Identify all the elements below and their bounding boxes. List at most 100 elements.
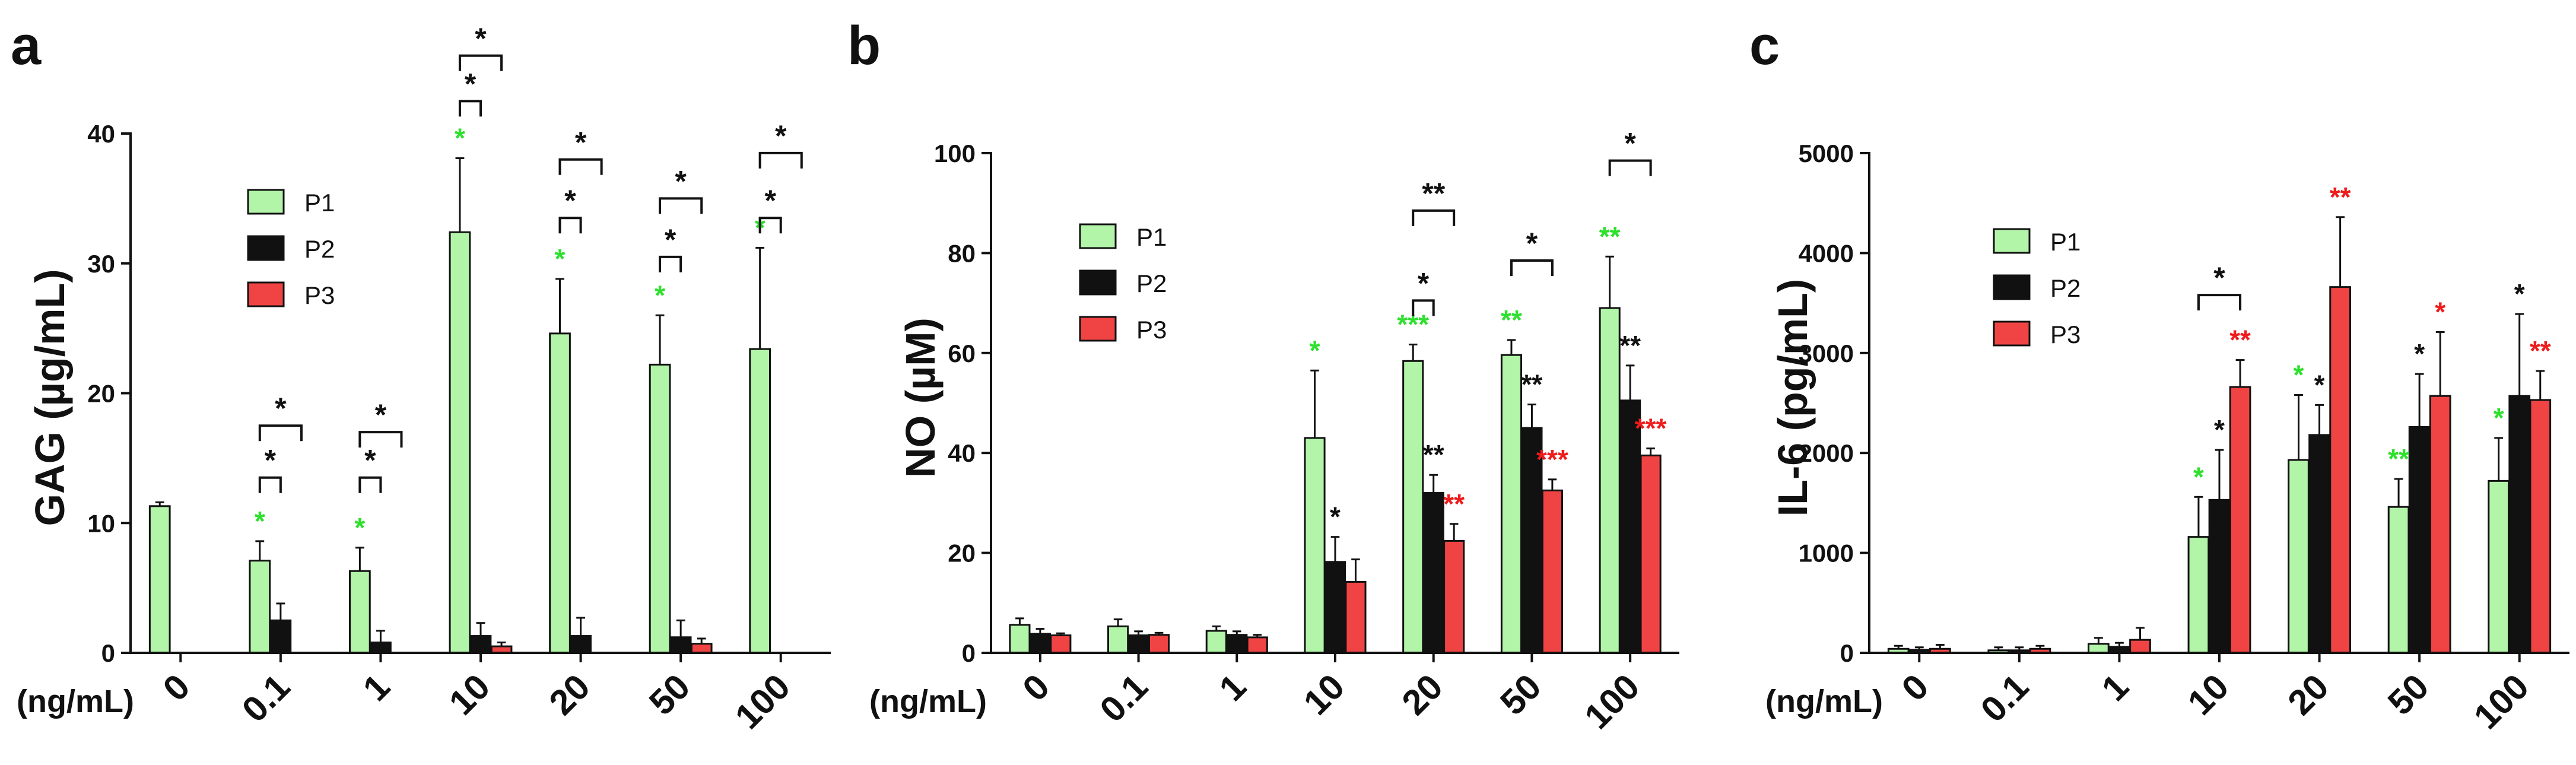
significance-mark: *	[2414, 338, 2425, 369]
bar-p2	[1521, 427, 1543, 654]
legend-label: P3	[1136, 316, 1167, 344]
x-tick-label: 50	[2380, 666, 2437, 723]
bar-p2	[1127, 634, 1149, 654]
bar-p1	[2488, 480, 2510, 654]
bracket-mark: *	[665, 223, 676, 256]
significance-mark: *	[2314, 369, 2325, 400]
comparison-bracket	[558, 158, 603, 175]
bracket-mark: *	[564, 184, 576, 217]
x-tick-label: 0	[155, 666, 198, 709]
bar-p1	[148, 505, 171, 654]
chart-panel-b: b NO (µM) 0 20 40 60 80 100 0 0.1 1 10 20 50 100 (ng/mL…	[847, 15, 1679, 737]
comparison-bracket	[1412, 209, 1456, 226]
y-tick-label: 20	[948, 539, 976, 567]
panel-label: a	[11, 15, 42, 76]
legend-swatch-p1	[247, 189, 285, 215]
bar-p2	[370, 642, 392, 654]
bar-p1	[1599, 307, 1621, 654]
x-tick-label: 1	[1212, 666, 1254, 709]
bar-p3	[2129, 639, 2151, 654]
bar-p2	[1029, 633, 1051, 654]
x-tick-label: 0	[1015, 666, 1057, 709]
legend-swatch-p3	[247, 281, 285, 307]
comparison-bracket	[358, 431, 403, 448]
significance-mark: *	[655, 280, 665, 310]
bracket-mark: *	[275, 392, 287, 425]
y-axis-label: GAG (µg/mL)	[27, 269, 73, 526]
legend-label: P1	[2050, 228, 2081, 256]
y-tick-label: 0	[101, 639, 115, 667]
bracket-mark: *	[265, 444, 277, 477]
bar-p1	[2387, 506, 2410, 654]
y-tick-label: 0	[1840, 639, 1854, 667]
chart-panel-a: a GAG (µg/mL) 0 10 20 30 40 0 0.1 1 10 20 50 100 (ng/m…	[11, 15, 831, 737]
y-tick-label: 30	[87, 250, 115, 278]
y-tick-label: 0	[962, 639, 976, 667]
bracket-mark: *	[764, 184, 776, 217]
legend-swatch-p1	[1993, 228, 2031, 254]
significance-mark: *	[2214, 414, 2225, 445]
bar-p1	[549, 332, 571, 654]
bracket-mark: *	[1418, 266, 1430, 300]
comparison-bracket	[458, 100, 482, 117]
bar-p2	[570, 635, 592, 654]
x-tick-label: 20	[2280, 666, 2336, 723]
comparison-bracket	[659, 255, 682, 272]
significance-mark: *	[2514, 278, 2525, 309]
bar-p2	[2308, 434, 2330, 654]
bar-p3	[1246, 636, 1268, 654]
bar-p3	[1148, 634, 1170, 654]
y-tick-label: 40	[87, 120, 115, 148]
bar-p2	[269, 619, 292, 654]
comparison-bracket	[659, 197, 703, 214]
comparison-bracket	[1510, 259, 1554, 277]
legend-swatch-p3	[1079, 316, 1117, 342]
y-tick-label: 60	[948, 339, 976, 367]
comparison-bracket	[758, 217, 782, 234]
bar-p2	[2408, 426, 2431, 654]
comparison-bracket	[458, 54, 503, 71]
legend-label: P2	[1136, 269, 1167, 297]
legend-label: P3	[304, 281, 335, 309]
bar-p3	[2529, 399, 2552, 654]
x-tick-label: 0.1	[1092, 666, 1155, 729]
bracket-mark: *	[2213, 261, 2225, 294]
x-tick-label: 1	[2094, 666, 2136, 709]
panel-label: c	[1749, 15, 1780, 76]
comparison-bracket	[258, 424, 303, 442]
bar-p3	[1050, 634, 1072, 654]
x-tick-label: 20	[1395, 666, 1451, 723]
x-tick-label: 50	[1492, 666, 1549, 723]
significance-mark: **	[2388, 443, 2409, 474]
bracket-mark: **	[1422, 177, 1445, 210]
x-unit-label: (ng/mL)	[869, 684, 987, 719]
legend-swatch-p3	[1993, 320, 2031, 347]
bar-p3	[690, 643, 713, 654]
significance-mark: **	[2330, 182, 2351, 212]
bar-p2	[669, 636, 692, 654]
panel-label: b	[847, 15, 881, 76]
significance-mark: **	[2229, 325, 2251, 355]
y-tick-label: 3000	[1799, 339, 1854, 367]
legend-label: P1	[304, 189, 335, 217]
significance-mark: ***	[1536, 444, 1568, 475]
significance-mark: *	[2294, 360, 2304, 391]
significance-mark: ***	[1635, 413, 1667, 444]
significance-mark: *	[2435, 296, 2445, 327]
y-tick-label: 1000	[1799, 539, 1854, 567]
bracket-mark: *	[675, 164, 687, 198]
y-tick-label: 4000	[1799, 239, 1854, 267]
comparison-bracket	[758, 151, 803, 169]
bar-p2	[1422, 492, 1444, 654]
x-tick-label: 100	[2466, 666, 2536, 737]
x-tick-label: 0.1	[1973, 666, 2036, 729]
comparison-bracket	[358, 476, 382, 493]
significance-mark: *	[555, 243, 566, 274]
bar-p1	[249, 560, 271, 654]
comparison-bracket	[258, 476, 282, 493]
bracket-mark: *	[375, 398, 387, 431]
bar-p3	[2329, 286, 2351, 654]
legend-label: P1	[1136, 223, 1167, 251]
bar-p1	[649, 363, 671, 654]
bar-p3	[2229, 386, 2251, 654]
